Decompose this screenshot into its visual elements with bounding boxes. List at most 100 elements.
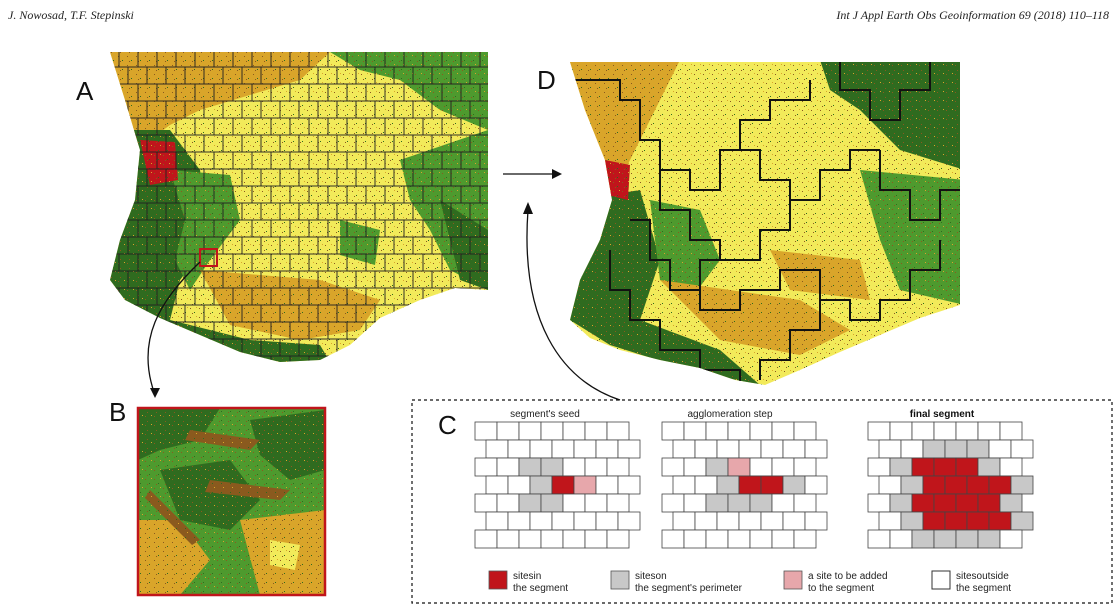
map-grid-cell (403, 321, 424, 340)
map-grid-cell (460, 355, 481, 362)
site-cell (911, 421, 935, 441)
site-cell (496, 493, 520, 513)
map-grid-cell (110, 83, 120, 102)
site-cell (878, 475, 902, 495)
site-cell (518, 421, 542, 441)
site-cell (551, 511, 575, 531)
legend-swatch-to-add (783, 570, 803, 590)
site-cell (529, 439, 553, 459)
arrow-a-to-b (147, 261, 201, 396)
site-cell (977, 493, 1001, 513)
site-cell (573, 475, 597, 495)
map-grid-cell (118, 151, 139, 170)
site-cell (988, 475, 1012, 495)
site-cell (507, 475, 531, 495)
map-grid-cell (90, 101, 109, 118)
map-grid-cell (81, 50, 100, 67)
site-cell (793, 529, 817, 549)
site-cell (661, 529, 685, 549)
map-grid-cell (90, 271, 109, 288)
site-cell (889, 493, 913, 513)
map-grid-cell (118, 321, 139, 340)
site-cell (966, 511, 990, 531)
map-grid-cell (479, 287, 488, 306)
site-cell (727, 421, 751, 441)
map-grid-cell (213, 355, 234, 362)
site-cell (595, 439, 619, 459)
site-cell (900, 511, 924, 531)
site-cell (705, 529, 729, 549)
map-grid-cell (251, 355, 272, 362)
site-cell (672, 475, 696, 495)
arrow-c-to-d (526, 209, 621, 401)
site-cell (727, 493, 751, 513)
map-grid-cell (479, 52, 488, 68)
map-grid-cell (479, 151, 488, 170)
legend-perimeter-line1: siteson (635, 571, 667, 582)
site-cell (955, 421, 979, 441)
site-cell (485, 439, 509, 459)
panel-label-d: D (537, 65, 556, 95)
site-cell (672, 511, 696, 531)
map-grid-cell (81, 220, 100, 237)
map-grid-cell (127, 338, 148, 357)
site-cell (804, 511, 828, 531)
site-cell (911, 493, 935, 513)
site-cell (474, 457, 498, 477)
running-header-authors: J. Nowosad, T.F. Stepinski (8, 8, 134, 22)
site-cell (933, 493, 957, 513)
map-grid-cell (327, 355, 348, 362)
site-cell (551, 439, 575, 459)
site-cell (694, 475, 718, 495)
legend-outside-line1: sitesoutside (956, 571, 1009, 582)
map-grid-cell (489, 135, 508, 152)
site-cell (716, 511, 740, 531)
site-cell (944, 475, 968, 495)
map-grid-cell (90, 135, 109, 152)
site-cell (551, 475, 575, 495)
legend-to-add-line2: to the segment (808, 583, 874, 594)
panel-c-grids (474, 421, 1034, 549)
site-cell (518, 529, 542, 549)
map-grid-cell (110, 134, 129, 153)
map-grid-cell (165, 338, 186, 357)
site-cell (749, 493, 773, 513)
site-cell (595, 511, 619, 531)
map-grid-cell (489, 203, 508, 220)
site-cell (760, 439, 784, 459)
arrow-c-to-d-head (523, 202, 533, 214)
running-header-journal: Int J Appl Earth Obs Geoinformation 69 (… (836, 8, 1109, 22)
site-cell (782, 511, 806, 531)
site-cell (474, 493, 498, 513)
map-grid-cell (365, 355, 386, 362)
site-cell (760, 475, 784, 495)
site-cell (738, 439, 762, 459)
panel-c-title-agglomeration: agglomeration step (687, 409, 772, 420)
panel-a-map (81, 50, 508, 373)
site-cell (529, 511, 553, 531)
site-cell (540, 421, 564, 441)
site-cell (999, 529, 1023, 549)
map-grid-cell (479, 83, 488, 102)
site-cell (933, 421, 957, 441)
site-cell (889, 529, 913, 549)
site-cell (683, 493, 707, 513)
site-cell (999, 421, 1023, 441)
map-grid-cell (431, 338, 452, 357)
map-grid-cell (110, 287, 120, 306)
map-grid-cell (81, 356, 100, 373)
map-grid-cell (479, 253, 488, 272)
legend-outside-line2: the segment (956, 583, 1011, 594)
site-cell (804, 475, 828, 495)
site-cell (922, 475, 946, 495)
arrow-a-to-b-head (150, 388, 160, 398)
map-grid-cell (81, 322, 100, 339)
map-grid-cell (422, 321, 443, 340)
site-cell (617, 475, 641, 495)
site-cell (474, 421, 498, 441)
site-cell (727, 457, 751, 477)
site-cell (562, 457, 586, 477)
map-grid-cell (355, 338, 376, 357)
map-grid-cell (156, 355, 177, 362)
site-cell (540, 457, 564, 477)
